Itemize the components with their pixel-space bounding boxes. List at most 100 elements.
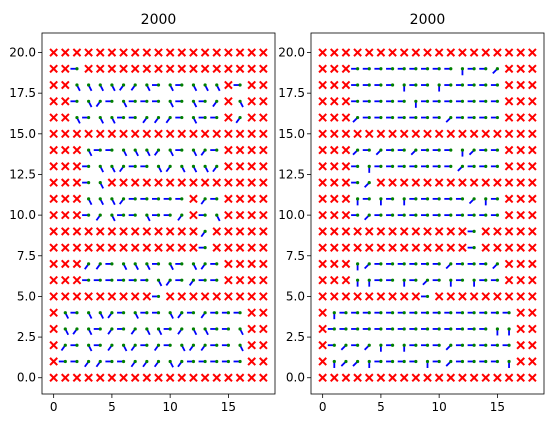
- obstacle-stroke: [458, 373, 467, 383]
- agent-marker: [128, 197, 137, 201]
- obstacle-stroke: [481, 227, 491, 236]
- obstacle-marker: [189, 178, 198, 187]
- obstacle-marker: [318, 178, 327, 187]
- obstacle-stroke: [247, 96, 257, 106]
- agent-marker: [351, 343, 360, 347]
- agent-dot: [437, 343, 441, 347]
- agent-dot: [133, 278, 137, 282]
- agent-marker: [351, 213, 360, 217]
- obstacle-stroke: [446, 243, 456, 252]
- agent-marker: [121, 343, 128, 352]
- obstacle-marker: [528, 357, 537, 366]
- obstacle-marker: [504, 275, 514, 285]
- agent-dot: [98, 262, 102, 266]
- obstacle-marker: [60, 259, 70, 269]
- obstacle-stroke: [212, 373, 222, 383]
- obstacle-stroke: [318, 113, 327, 122]
- agent-dot: [156, 83, 161, 87]
- agent-dot: [203, 359, 207, 364]
- agent-dot: [215, 115, 219, 120]
- agent-dot: [356, 99, 360, 103]
- agent-dot: [75, 359, 79, 364]
- obstacle-stroke: [516, 259, 526, 269]
- agent-dot: [390, 311, 395, 315]
- obstacle-marker: [341, 145, 351, 155]
- obstacle-stroke: [177, 292, 187, 301]
- obstacle-marker: [528, 259, 537, 269]
- agent-marker: [445, 262, 453, 270]
- agent-marker: [444, 197, 453, 201]
- agent-marker: [82, 164, 91, 168]
- agent-dot: [180, 343, 184, 347]
- agent-dot: [156, 262, 161, 266]
- agent-dot: [356, 115, 360, 120]
- obstacle-marker: [458, 243, 467, 252]
- agent-dot: [87, 262, 91, 266]
- agent-marker: [502, 311, 511, 315]
- obstacle-stroke: [107, 292, 117, 301]
- agent-marker: [110, 197, 116, 206]
- agent-dot: [168, 99, 172, 103]
- obstacle-marker: [516, 292, 526, 301]
- obstacle-stroke: [493, 178, 502, 187]
- obstacle-stroke: [212, 64, 222, 74]
- obstacle-marker: [49, 129, 58, 139]
- agent-dot: [356, 83, 360, 87]
- obstacle-marker: [95, 292, 105, 301]
- agent-marker: [425, 359, 430, 368]
- agent-dot: [484, 262, 488, 266]
- obstacle-marker: [341, 194, 351, 204]
- agent-dot: [145, 311, 149, 315]
- agent-dot: [145, 164, 149, 168]
- obstacle-marker: [259, 259, 268, 269]
- agent-dot: [238, 359, 242, 364]
- agent-marker: [364, 343, 371, 351]
- agent-marker: [467, 83, 476, 87]
- obstacle-marker: [318, 259, 327, 269]
- agent-dot: [110, 83, 114, 87]
- obstacle-stroke: [224, 80, 233, 90]
- obstacle-marker: [516, 373, 526, 383]
- agent-marker: [449, 278, 453, 287]
- agent-dot: [460, 278, 465, 282]
- agent-dot: [75, 83, 79, 87]
- agent-marker: [492, 67, 499, 75]
- agent-dot: [180, 197, 184, 201]
- obstacle-marker: [212, 227, 222, 236]
- obstacle-stroke: [142, 227, 152, 236]
- agent-marker: [70, 99, 79, 103]
- agent-dot: [414, 148, 418, 152]
- obstacle-stroke: [165, 48, 175, 57]
- obstacle-stroke: [329, 275, 339, 285]
- obstacle-marker: [259, 275, 268, 285]
- agent-marker: [210, 343, 219, 347]
- obstacle-marker: [318, 227, 327, 236]
- obstacle-marker: [49, 324, 58, 334]
- obstacle-stroke: [493, 129, 502, 139]
- obstacle-stroke: [154, 227, 163, 236]
- obstacle-stroke: [364, 129, 374, 139]
- obstacle-marker: [516, 48, 526, 57]
- obstacle-stroke: [72, 48, 82, 57]
- obstacle-marker: [318, 48, 327, 57]
- agent-dot: [460, 197, 465, 201]
- agent-marker: [479, 262, 488, 266]
- agent-marker: [117, 115, 126, 120]
- agent-marker: [367, 278, 371, 287]
- obstacle-stroke: [318, 259, 327, 269]
- agent-marker: [107, 327, 114, 335]
- agent-marker: [409, 83, 418, 87]
- agent-marker: [105, 148, 114, 152]
- obstacle-stroke: [107, 243, 117, 252]
- agent-marker: [145, 213, 151, 222]
- agent-dot: [145, 327, 149, 331]
- obstacle-stroke: [49, 324, 58, 334]
- obstacle-stroke: [107, 129, 117, 139]
- obstacle-marker: [504, 243, 514, 252]
- agent-dot: [472, 83, 476, 87]
- agent-dot: [356, 181, 360, 185]
- agent-marker: [421, 343, 430, 347]
- agent-dot: [98, 99, 102, 103]
- obstacle-marker: [189, 48, 198, 57]
- obstacle-stroke: [388, 243, 397, 252]
